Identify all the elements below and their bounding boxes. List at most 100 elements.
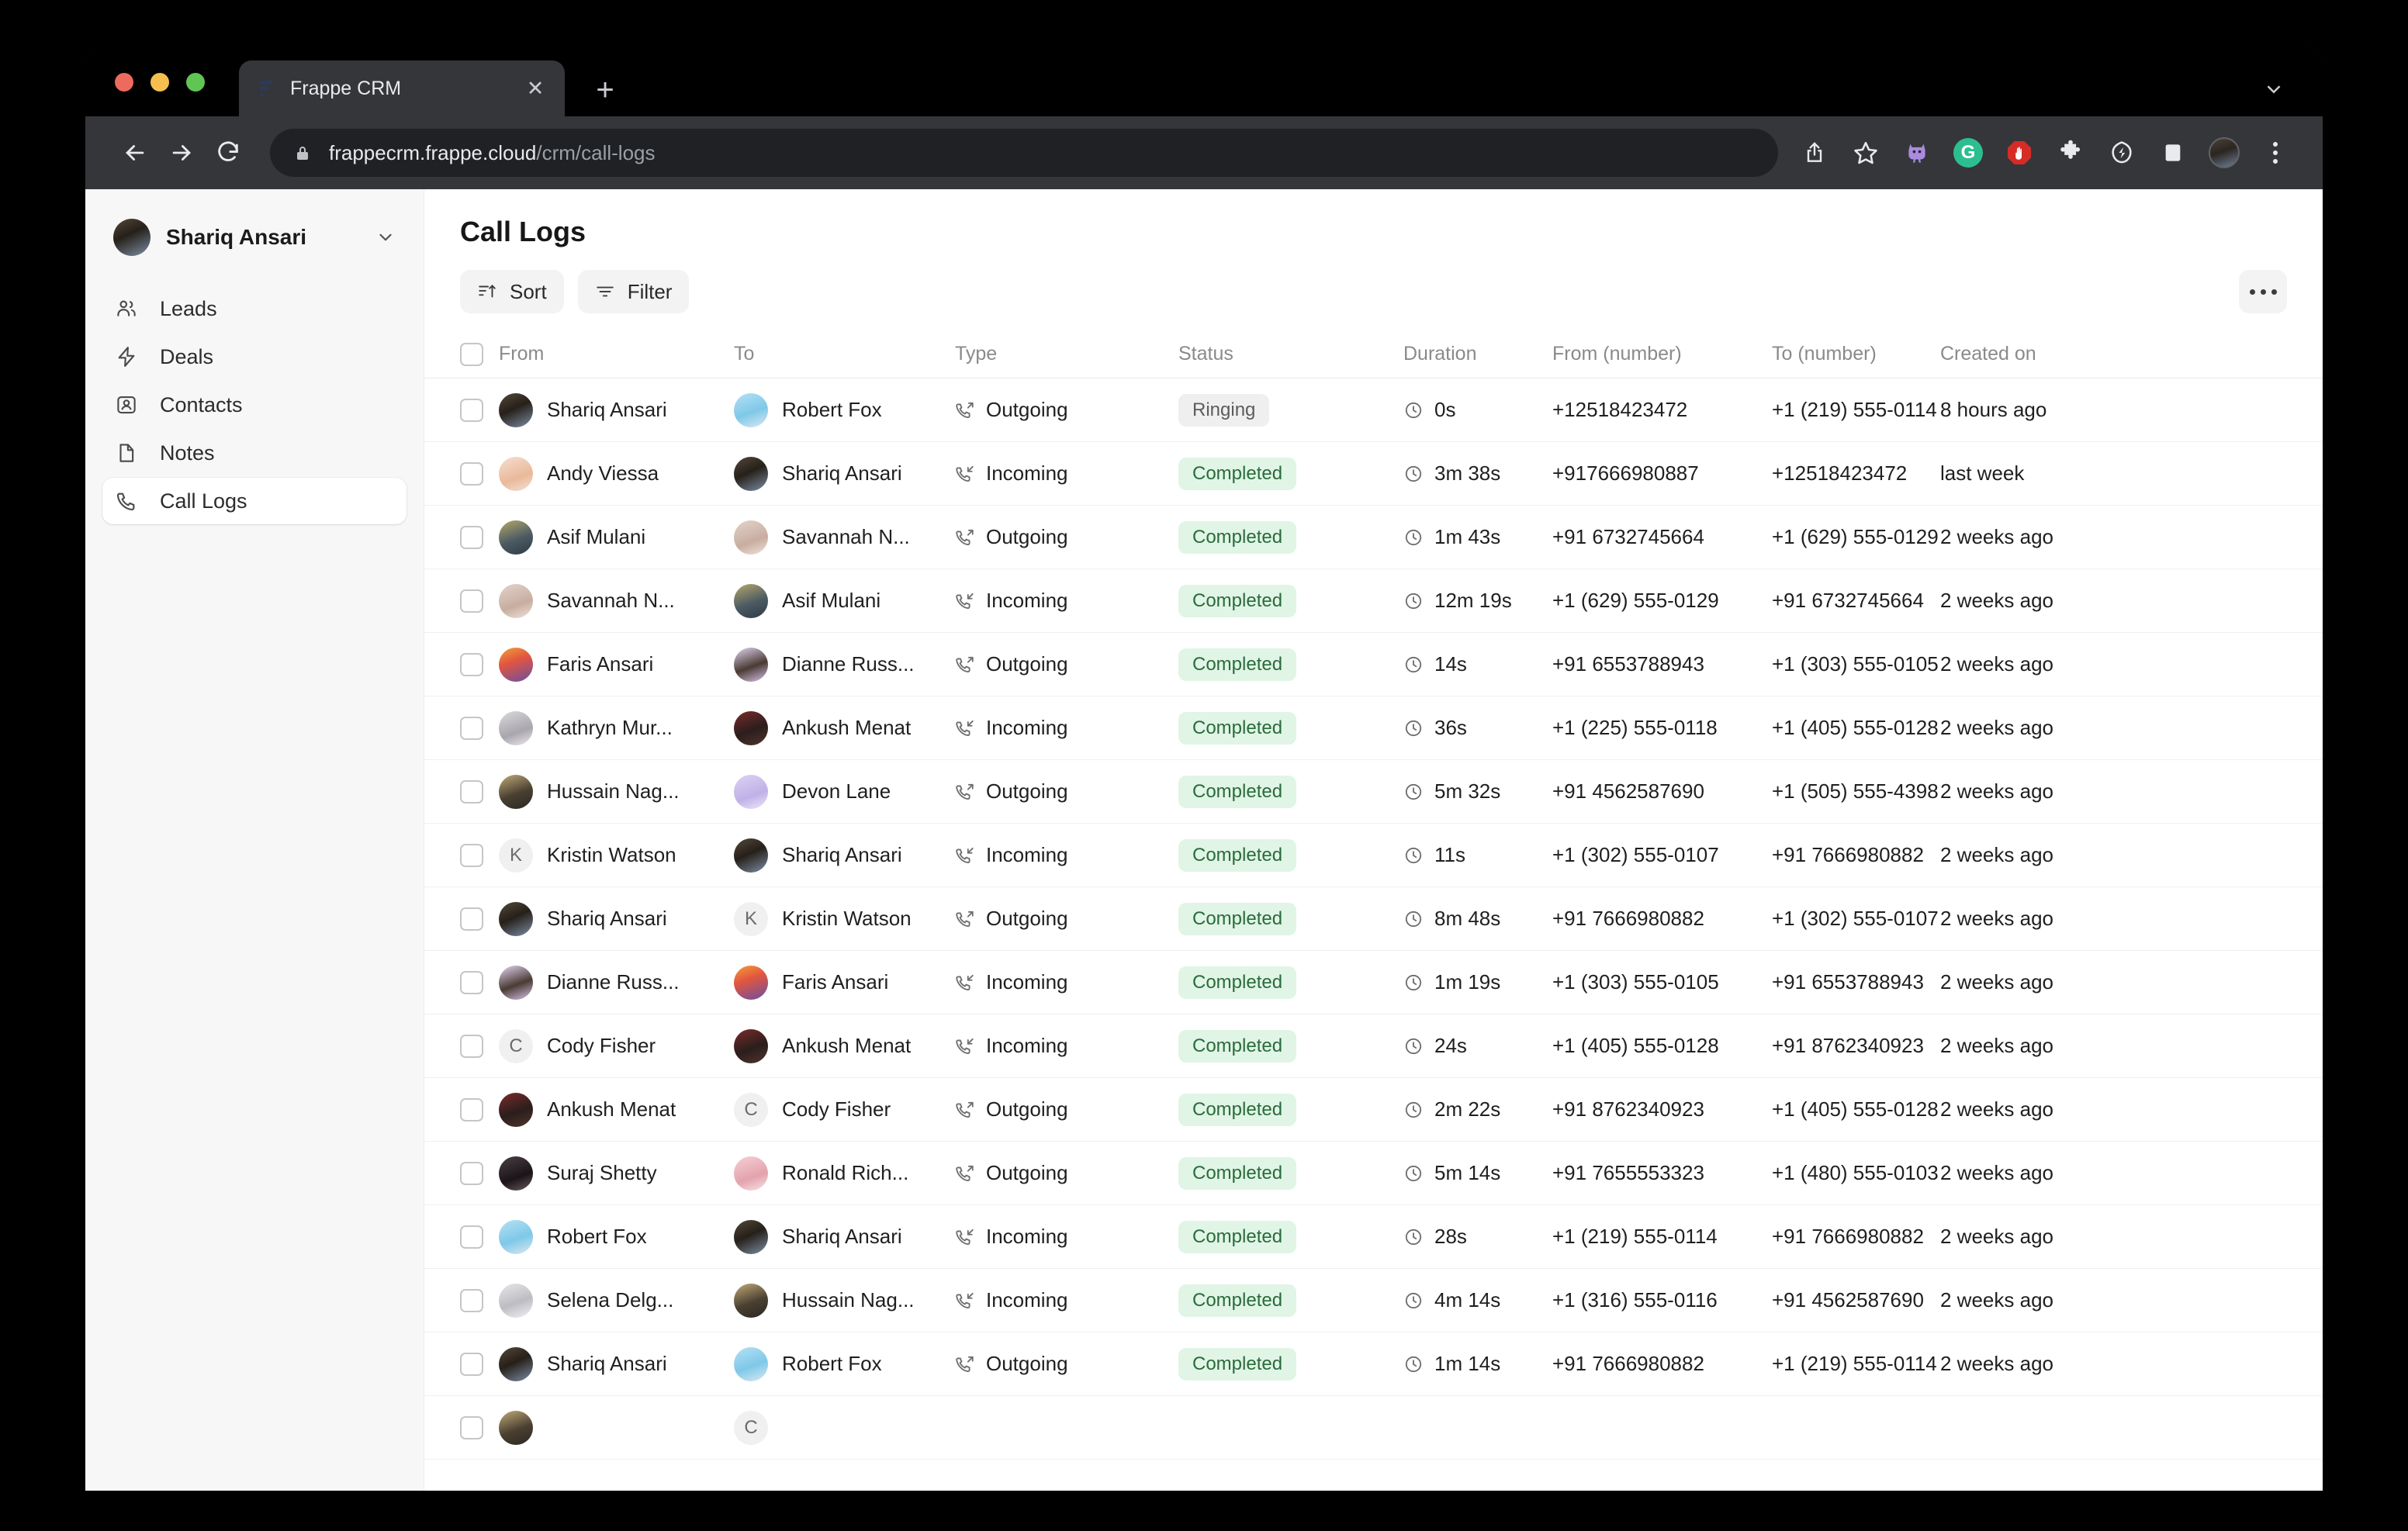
row-checkbox[interactable]: [460, 843, 499, 867]
cell-to[interactable]: Ankush Menat: [734, 1028, 955, 1063]
share-icon[interactable]: [1794, 132, 1835, 174]
cell-from[interactable]: Shariq Ansari: [499, 392, 734, 427]
row-checkbox[interactable]: [460, 716, 499, 740]
table-row[interactable]: Shariq Ansari K Kristin Watson Outgoing Comp…: [424, 887, 2323, 951]
table-row[interactable]: Robert Fox Shariq Ansari Incoming Completed…: [424, 1205, 2323, 1269]
table-row[interactable]: K Kristin Watson Shariq Ansari Incoming Comp…: [424, 824, 2323, 887]
cell-from[interactable]: Shariq Ansari: [499, 1346, 734, 1381]
cell-from[interactable]: K Kristin Watson: [499, 838, 734, 873]
cell-to[interactable]: Asif Mulani: [734, 583, 955, 618]
forward-arrow-icon[interactable]: [158, 130, 205, 176]
row-checkbox[interactable]: [460, 398, 499, 422]
cell-from[interactable]: Kathryn Mur...: [499, 710, 734, 745]
cell-from[interactable]: Faris Ansari: [499, 647, 734, 682]
row-checkbox[interactable]: [460, 1288, 499, 1312]
cell-from[interactable]: Hussain Nag...: [499, 774, 734, 809]
cell-to[interactable]: Faris Ansari: [734, 965, 955, 1000]
row-checkbox[interactable]: [460, 1034, 499, 1058]
table-row[interactable]: Hussain Nag... Devon Lane Outgoing Complete…: [424, 760, 2323, 824]
table-row[interactable]: Ankush Menat C Cody Fisher Outgoing Complete…: [424, 1078, 2323, 1142]
row-checkbox[interactable]: [460, 525, 499, 549]
chrome-menu-icon[interactable]: [2254, 132, 2296, 174]
table-row[interactable]: Savannah N... Asif Mulani Incoming Complete…: [424, 569, 2323, 633]
table-row[interactable]: Shariq Ansari Robert Fox Outgoing Ringing 0s…: [424, 378, 2323, 442]
profile-switcher[interactable]: Shariq Ansari: [102, 209, 407, 265]
table-row[interactable]: Dianne Russ... Faris Ansari Incoming Comple…: [424, 951, 2323, 1014]
cell-to[interactable]: Dianne Russ...: [734, 647, 955, 682]
sort-button[interactable]: Sort: [460, 270, 564, 313]
back-arrow-icon[interactable]: [112, 130, 158, 176]
puzzle-extensions-icon[interactable]: [2050, 132, 2091, 174]
table-row[interactable]: Suraj Shetty Ronald Rich... Outgoing Comple…: [424, 1142, 2323, 1205]
cell-to[interactable]: Ronald Rich...: [734, 1156, 955, 1191]
column-header-type[interactable]: Type: [955, 343, 998, 365]
close-icon[interactable]: ✕: [526, 76, 545, 100]
leaf-extension-icon[interactable]: [2101, 132, 2143, 174]
cell-to[interactable]: C: [734, 1410, 955, 1445]
plus-icon[interactable]: +: [596, 73, 614, 107]
octocat-extension-icon[interactable]: [1896, 132, 1938, 174]
cell-from[interactable]: Selena Delg...: [499, 1283, 734, 1318]
bookmark-star-icon[interactable]: [1845, 132, 1887, 174]
filter-button[interactable]: Filter: [577, 270, 690, 313]
adblock-extension-icon[interactable]: [1998, 132, 2040, 174]
column-header-duration[interactable]: Duration: [1403, 343, 1477, 365]
cell-to[interactable]: C Cody Fisher: [734, 1092, 955, 1127]
cell-from[interactable]: Asif Mulani: [499, 520, 734, 555]
sidebar-item-leads[interactable]: Leads: [102, 285, 407, 332]
row-checkbox[interactable]: [460, 1352, 499, 1376]
row-checkbox[interactable]: [460, 652, 499, 676]
cell-from[interactable]: Suraj Shetty: [499, 1156, 734, 1191]
table-row[interactable]: Kathryn Mur... Ankush Menat Incoming Comple…: [424, 696, 2323, 760]
side-panel-icon[interactable]: [2152, 132, 2194, 174]
address-bar[interactable]: frappecrm.frappe.cloud/crm/call-logs: [270, 129, 1778, 177]
row-checkbox[interactable]: [460, 461, 499, 486]
column-header-from-number[interactable]: From (number): [1552, 343, 1682, 365]
cell-to[interactable]: Devon Lane: [734, 774, 955, 809]
cell-to[interactable]: Robert Fox: [734, 1346, 955, 1381]
cell-to[interactable]: Ankush Menat: [734, 710, 955, 745]
row-checkbox[interactable]: [460, 907, 499, 931]
column-header-to-number[interactable]: To (number): [1772, 343, 1877, 365]
cell-from[interactable]: Dianne Russ...: [499, 965, 734, 1000]
select-all-checkbox[interactable]: [460, 342, 499, 366]
cell-from[interactable]: Andy Viessa: [499, 456, 734, 491]
browser-tab[interactable]: Frappe CRM ✕: [239, 60, 565, 116]
cell-from[interactable]: Savannah N...: [499, 583, 734, 618]
table-row[interactable]: Asif Mulani Savannah N... Outgoing Complete…: [424, 506, 2323, 569]
maximize-window-button[interactable]: [186, 73, 205, 92]
sidebar-item-notes[interactable]: Notes: [102, 430, 407, 476]
table-row[interactable]: Andy Viessa Shariq Ansari Incoming Complete…: [424, 442, 2323, 506]
profile-avatar-icon[interactable]: [2203, 132, 2245, 174]
column-header-from[interactable]: From: [499, 343, 545, 365]
row-checkbox[interactable]: [460, 1097, 499, 1121]
chevron-down-icon[interactable]: [2262, 78, 2285, 105]
table-row[interactable]: Selena Delg... Hussain Nag... Incoming Comp…: [424, 1269, 2323, 1332]
cell-to[interactable]: Savannah N...: [734, 520, 955, 555]
cell-to[interactable]: Robert Fox: [734, 392, 955, 427]
table-row[interactable]: C: [424, 1396, 2323, 1460]
cell-to[interactable]: K Kristin Watson: [734, 901, 955, 936]
more-options-button[interactable]: [2239, 270, 2287, 313]
sidebar-item-deals[interactable]: Deals: [102, 334, 407, 380]
grammarly-extension-icon[interactable]: G: [1947, 132, 1989, 174]
row-checkbox[interactable]: [460, 1415, 499, 1439]
cell-to[interactable]: Shariq Ansari: [734, 1219, 955, 1254]
cell-from[interactable]: C Cody Fisher: [499, 1028, 734, 1063]
cell-from[interactable]: [499, 1410, 734, 1445]
cell-from[interactable]: Ankush Menat: [499, 1092, 734, 1127]
reload-icon[interactable]: [205, 130, 251, 176]
cell-from[interactable]: Shariq Ansari: [499, 901, 734, 936]
table-row[interactable]: Shariq Ansari Robert Fox Outgoing Completed…: [424, 1332, 2323, 1396]
column-header-created-on[interactable]: Created on: [1940, 343, 2036, 365]
window-controls[interactable]: [115, 73, 205, 92]
cell-to[interactable]: Hussain Nag...: [734, 1283, 955, 1318]
row-checkbox[interactable]: [460, 970, 499, 994]
cell-from[interactable]: Robert Fox: [499, 1219, 734, 1254]
minimize-window-button[interactable]: [150, 73, 169, 92]
row-checkbox[interactable]: [460, 589, 499, 613]
table-row[interactable]: Faris Ansari Dianne Russ... Outgoing Comple…: [424, 633, 2323, 696]
close-window-button[interactable]: [115, 73, 133, 92]
column-header-to[interactable]: To: [734, 343, 755, 365]
table-row[interactable]: C Cody Fisher Ankush Menat Incoming Complete…: [424, 1014, 2323, 1078]
